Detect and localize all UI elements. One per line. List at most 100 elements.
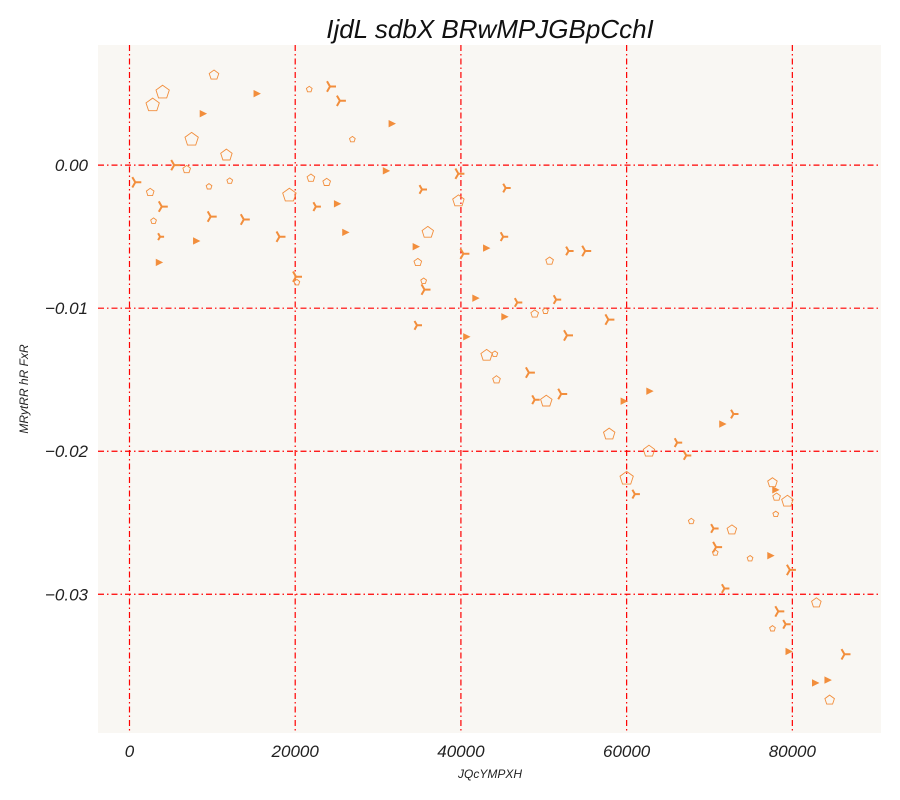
tri-point [499,231,509,242]
tri-point [604,313,615,326]
tri-point [413,320,422,331]
pentagon-point [452,194,465,207]
tri-point [336,95,346,107]
triangle-point [772,486,780,494]
triangle-point [412,242,421,251]
x-tick-label: 0 [125,742,135,761]
gridlines [98,45,881,733]
x-axis-label: JQcYMPXH [457,767,522,781]
pentagon-point [184,131,199,146]
pentagon-point [642,444,656,457]
tri-point [275,231,286,243]
tri-point [673,437,683,448]
pentagon-point [205,183,213,190]
pentagon-point [322,177,332,186]
x-tick-label: 20000 [271,742,320,761]
tri-point [531,394,540,405]
tri-point [774,605,785,618]
tri-point [131,176,142,188]
y-tick-label: −0.01 [45,299,88,318]
tri-point [502,183,511,193]
tri-point [525,366,535,379]
triangle-point [501,313,509,321]
triangle-point [472,294,480,302]
pentagon-point [226,177,234,184]
tri-point [170,159,181,171]
tri-point [565,246,574,256]
tri-point [157,200,168,213]
triangle-point [463,333,471,341]
pentagon-point [413,257,423,267]
pentagon-point [145,97,160,112]
scatter-points [131,69,851,705]
triangle-point [253,89,261,98]
triangle-point [342,228,350,237]
pentagon-point [420,277,428,284]
tri-point [157,232,165,241]
tri-point [557,388,568,400]
y-tick-label: 0.00 [55,156,89,175]
pentagon-point [293,278,301,286]
pentagon-point [746,554,754,562]
pentagon-point [155,84,170,99]
x-axis-ticks: 0 20000 40000 60000 80000 [125,742,817,761]
pentagon-point [348,135,356,143]
triangle-point [646,387,654,395]
y-axis-label: MRytRR hR FxR [17,344,31,434]
pentagon-point [772,510,780,518]
triangle-point [767,551,775,560]
pentagon-point [769,625,776,632]
triangle-point [824,676,832,684]
pentagon-point [811,597,822,608]
pentagon-point [619,470,634,485]
pentagon-point [772,492,781,501]
triangle-point [388,119,396,128]
tri-point [721,583,730,594]
tri-point [552,294,562,305]
x-tick-label: 60000 [603,742,651,761]
tri-point [730,409,739,419]
triangle-point [719,420,727,428]
pentagon-point [545,256,554,265]
pentagon-point [540,394,553,407]
pentagon-point [781,494,794,507]
x-tick-label: 40000 [437,742,485,761]
pentagon-point [480,348,493,361]
pentagon-point [305,85,313,93]
tri-point [786,564,796,576]
pentagon-point [306,173,316,182]
tri-point [563,329,573,342]
pentagon-point [491,350,499,357]
pentagon-point [150,217,157,224]
tri-point [513,297,523,308]
pentagon-point [824,694,835,705]
pentagon-point [602,427,616,440]
plot-area [98,45,881,733]
pentagon-point [726,524,738,535]
tri-point [292,271,302,283]
pentagon-point [220,148,233,161]
tri-point [682,450,692,461]
triangle-point [483,244,491,252]
y-axis-ticks: 0.00 −0.01 −0.02 −0.03 [45,156,89,604]
tri-point [840,648,851,660]
tri-point [454,168,465,180]
pentagon-point [145,187,155,197]
triangle-point [785,647,793,656]
pentagon-point [421,225,435,238]
pentagon-point [182,164,192,174]
triangle-point [812,679,820,687]
pentagon-point [530,309,540,318]
pentagon-point [282,187,297,202]
tri-point [459,248,470,260]
triangle-point [199,109,208,118]
pentagon-point [542,307,549,314]
triangle-point [155,258,164,267]
tri-point [631,489,640,499]
triangle-point [382,167,391,175]
chart-title: IjdL sdbX BRwMPJGBpCchI [326,14,654,44]
x-tick-label: 80000 [769,742,817,761]
pentagon-point [711,549,719,556]
y-tick-label: −0.02 [45,442,89,461]
